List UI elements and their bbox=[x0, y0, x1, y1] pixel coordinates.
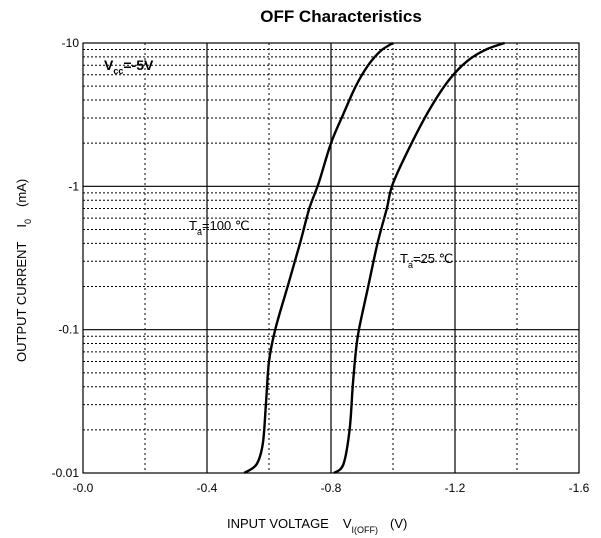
y-tick-label: -1 bbox=[68, 179, 79, 193]
y-axis-label-unit: (mA) bbox=[14, 179, 29, 207]
y-tick-label: -10 bbox=[62, 36, 80, 50]
condition-subscript: cc bbox=[113, 66, 123, 76]
x-tick-label: -1.6 bbox=[569, 481, 590, 495]
y-axis-label-symbol: I bbox=[14, 224, 29, 228]
series-line-1 bbox=[333, 41, 505, 474]
y-tick-label: -0.1 bbox=[58, 323, 79, 337]
annotation-25-subscript: a bbox=[408, 260, 413, 270]
y-axis-label-subscript: 0 bbox=[23, 219, 33, 224]
y-tick-label: -0.01 bbox=[52, 466, 80, 480]
x-axis-label: INPUT VOLTAGE VI(OFF) (V) bbox=[227, 516, 407, 535]
x-axis-label-subscript: I(OFF) bbox=[352, 525, 379, 535]
y-axis-label-main: OUTPUT CURRENT bbox=[14, 242, 29, 362]
y-tick-labels: -0.01 -0.1 -1 -10 bbox=[52, 36, 80, 480]
condition-label: Vcc=-5V bbox=[104, 57, 154, 76]
y-axis-label: OUTPUT CURRENT I0 (mA) bbox=[14, 179, 33, 362]
condition-value: =-5V bbox=[123, 57, 154, 73]
plot-frame bbox=[82, 42, 580, 474]
grid bbox=[83, 43, 579, 473]
annotation-25-value: =25 ℃ bbox=[413, 251, 453, 266]
x-axis-label-symbol: V bbox=[343, 516, 352, 531]
x-tick-label: -0.0 bbox=[73, 481, 94, 495]
annotation-100-prefix: T bbox=[189, 218, 197, 233]
annotation-100-value: =100 ℃ bbox=[202, 218, 250, 233]
x-tick-label: -0.4 bbox=[197, 481, 218, 495]
x-axis-label-main: INPUT VOLTAGE bbox=[227, 516, 329, 531]
chart-title: OFF Characteristics bbox=[260, 7, 422, 26]
series-annotation-100: Ta=100 ℃ bbox=[189, 218, 249, 237]
series-annotation-25: Ta=25 ℃ bbox=[400, 251, 453, 270]
series-line-0 bbox=[243, 41, 394, 475]
curves bbox=[243, 41, 505, 475]
x-tick-label: -1.2 bbox=[445, 481, 466, 495]
annotation-25-prefix: T bbox=[400, 251, 408, 266]
annotation-100-subscript: a bbox=[197, 227, 202, 237]
x-axis-label-unit: (V) bbox=[390, 516, 407, 531]
condition-prefix: V bbox=[104, 57, 114, 73]
x-tick-label: -0.8 bbox=[321, 481, 342, 495]
x-tick-labels: -0.0 -0.4 -0.8 -1.2 -1.6 bbox=[73, 481, 590, 495]
